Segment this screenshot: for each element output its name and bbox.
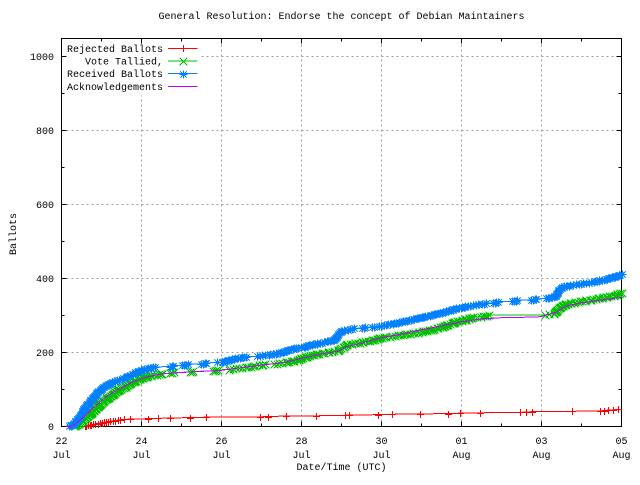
svg-text:01: 01: [455, 437, 467, 448]
svg-text:600: 600: [36, 201, 54, 212]
svg-text:Jul: Jul: [132, 450, 150, 462]
svg-text:General Resolution: Endorse th: General Resolution: Endorse the concept …: [158, 11, 524, 23]
svg-text:Aug: Aug: [612, 451, 630, 462]
svg-text:Jul: Jul: [372, 450, 390, 462]
svg-text:03: 03: [535, 437, 547, 448]
svg-text:800: 800: [36, 127, 54, 138]
svg-text:22: 22: [55, 437, 67, 448]
svg-text:Ballots: Ballots: [8, 213, 20, 255]
svg-text:400: 400: [36, 275, 54, 286]
svg-text:30: 30: [375, 437, 387, 448]
svg-text:Received Ballots: Received Ballots: [67, 69, 163, 81]
svg-text:200: 200: [36, 349, 54, 360]
svg-text:05: 05: [615, 437, 627, 448]
svg-text:28: 28: [295, 437, 307, 448]
svg-text:Aug: Aug: [532, 451, 550, 462]
svg-text:1000: 1000: [30, 53, 54, 64]
svg-text:26: 26: [215, 437, 227, 448]
svg-text:Jul: Jul: [212, 450, 230, 462]
svg-text:24: 24: [135, 437, 147, 448]
svg-text:Date/Time (UTC): Date/Time (UTC): [296, 462, 386, 474]
svg-text:Vote Tallied,: Vote Tallied,: [85, 57, 163, 69]
svg-text:Jul: Jul: [292, 450, 310, 462]
svg-text:0: 0: [48, 423, 54, 434]
svg-text:Rejected Ballots: Rejected Ballots: [67, 44, 163, 56]
svg-text:Aug: Aug: [452, 451, 470, 462]
svg-text:Acknowledgements: Acknowledgements: [67, 82, 163, 94]
svg-text:Jul: Jul: [52, 450, 70, 462]
